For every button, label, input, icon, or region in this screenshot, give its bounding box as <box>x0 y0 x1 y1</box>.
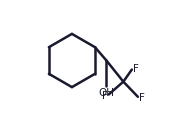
Text: OH: OH <box>98 88 114 98</box>
Text: F: F <box>102 91 108 101</box>
Text: F: F <box>133 64 139 74</box>
Text: F: F <box>139 93 145 103</box>
